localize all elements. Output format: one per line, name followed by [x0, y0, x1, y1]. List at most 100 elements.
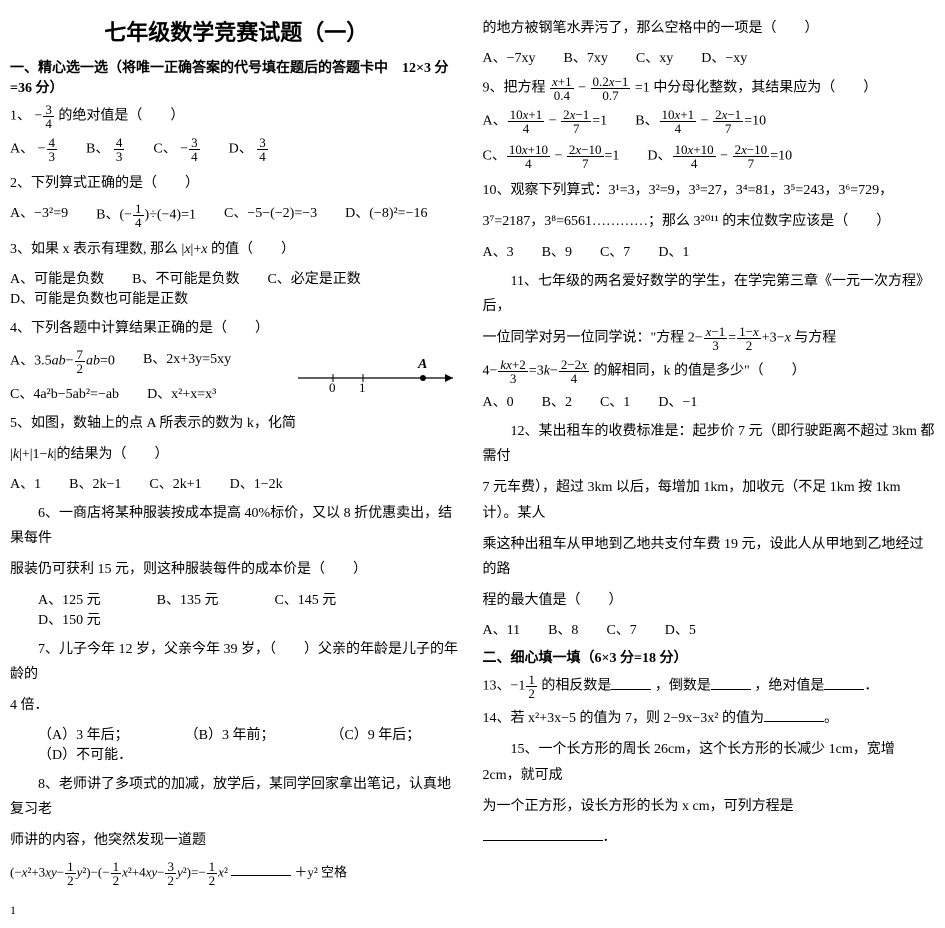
p10-choices: A、3 B、9 C、7 D、1 [483, 241, 936, 261]
p1-c: C、 −34 [153, 136, 200, 163]
p6-choices: A、125 元 B、135 元 C、145 元 D、150 元 [10, 589, 463, 629]
p3-cc: C、必定是正数 [267, 268, 360, 288]
problem-11-l2: 一位同学对另一位同学说："方程 2−x−13=1−x2+3−x 与方程 [483, 325, 936, 352]
section1-header: 一、精心选一选（将唯一正确答案的代号填在题后的答题卡中 12×3 分=36 分） [10, 57, 463, 97]
problem-12-l3: 乘这种出租车从甲地到乙地共支付车费 19 元，设此人从甲地到乙地经过的路 [483, 532, 936, 582]
p6-c: C、145 元 [246, 589, 336, 609]
p6-b: B、135 元 [129, 589, 219, 609]
p4-d: D、x²+x=x³ [147, 383, 216, 403]
p8-c: C、xy [636, 47, 673, 67]
p3-choices: A、可能是负数 B、不可能是负数 C、必定是正数 D、可能是负数也可能是正数 [10, 268, 463, 308]
page-footer: 1 [10, 903, 935, 918]
problem-2: 2、下列算式正确的是（ ） [10, 171, 463, 196]
p11-choices: A、0 B、2 C、1 D、−1 [483, 391, 936, 411]
p10-c: C、7 [600, 241, 630, 261]
p6-a: A、125 元 [10, 589, 101, 609]
p1-d: D、 34 [229, 136, 269, 163]
problem-11-l1: 11、七年级的两名爱好数学的学生，在学完第三章《一元一次方程》后， [483, 269, 936, 319]
p1-b: B、 43 [86, 136, 125, 163]
p8-b: B、7xy [564, 47, 608, 67]
p1-a: A、 −43 [10, 136, 58, 163]
p9-b: B、10x+14 − 2x−17=10 [635, 108, 766, 135]
p8-choices: A、−7xy B、7xy C、xy D、−xy [483, 47, 936, 67]
problem-7-l2: 4 倍． [10, 693, 463, 718]
problem-15-l1: 15、一个长方形的周长 26cm，这个长方形的长减少 1cm，宽增 2cm，就可… [483, 737, 936, 787]
p3-a: 3、如果 x 表示有理数, 那么 [10, 242, 178, 257]
nl-A: A [417, 357, 427, 372]
problem-13: 13、−112 的相反数是 ，倒数是 ，绝对值是． [483, 673, 936, 700]
p2-b: B、(−14)÷(−4)=1 [96, 202, 196, 229]
problem-8-l2: 师讲的内容，他突然发现一道题 [10, 828, 463, 853]
p3-b: 的值（ ） [211, 242, 295, 257]
p11-b: B、2 [542, 391, 572, 411]
p5-a: A、1 [10, 473, 41, 493]
p9-row2: C、10x+104 − 2x−107=1 D、10x+104 − 2x−107=… [483, 143, 936, 170]
p3-cd: D、可能是负数也可能是正数 [10, 288, 188, 308]
problem-12-l4: 程的最大值是（ ） [483, 588, 936, 613]
p5-c: C、2k+1 [149, 473, 201, 493]
p12-d: D、5 [665, 619, 696, 639]
p8-d: D、−xy [701, 47, 747, 67]
problem-6-l2: 服装仍可获利 15 元，则这种服装每件的成本价是（ ） [10, 557, 463, 582]
p8-l3: 的地方被钢笔水弄污了，那么空格中的一项是（ ） [483, 16, 936, 41]
p2-d: D、(−8)²=−16 [345, 202, 427, 229]
p9-a: A、10x+14 − 2x−17=1 [483, 108, 608, 135]
p5-d: D、1−2k [230, 473, 283, 493]
problem-5: 5、如图，数轴上的点 A 所表示的数为 k，化简 [10, 411, 463, 436]
p1-choices: A、 −43 B、 43 C、 −34 D、 34 [10, 136, 463, 163]
p1-pre: 1、 [10, 109, 31, 124]
p1-mid: 的绝对值是（ ） [58, 109, 184, 124]
p9-row1: A、10x+14 − 2x−17=1 B、10x+14 − 2x−17=10 [483, 108, 936, 135]
p12-choices: A、11 B、8 C、7 D、5 [483, 619, 936, 639]
page-title: 七年级数学竞赛试题（一） [10, 15, 463, 47]
p7-c: （C）9 年后； [302, 724, 420, 744]
p12-b: B、8 [548, 619, 578, 639]
problem-8-l1: 8、老师讲了多项式的加减，放学后，某同学回家拿出笔记，认真地复习老 [10, 772, 463, 822]
p9-c: C、10x+104 − 2x−107=1 [483, 143, 620, 170]
p2-choices: A、−3²=9 B、(−14)÷(−4)=1 C、−5−(−2)=−3 D、(−… [10, 202, 463, 229]
p3-cb: B、不可能是负数 [132, 268, 239, 288]
p7-b: （B）3 年前； [157, 724, 275, 744]
problem-15-l2: 为一个正方形，设长方形的长为 x cm，可列方程是 [483, 794, 936, 819]
problem-11-l3: 4−kx+23=3k−2−2x4 的解相同，k 的值是多少"（ ） [483, 358, 936, 385]
p11-c: C、1 [600, 391, 630, 411]
p11-a: A、0 [483, 391, 514, 411]
problem-3: 3、如果 x 表示有理数, 那么 |x|+x 的值（ ） [10, 237, 463, 262]
p8-a: A、−7xy [483, 47, 536, 67]
number-line-figure: 0 1 A [293, 348, 463, 393]
p9-d: D、10x+104 − 2x−107=10 [647, 143, 792, 170]
p4-a: A、3.5ab−72ab=0 [10, 348, 115, 375]
problem-12-l1: 12、某出租车的收费标准是：起步价 7 元（即行驶距离不超过 3km 都需付 [483, 419, 936, 469]
p10-d: D、1 [658, 241, 689, 261]
p4-c: C、4a²b−5ab²=−ab [10, 383, 119, 403]
problem-12-l2: 7 元车费），超过 3km 以后，每增加 1km，加收元（不足 1km 按 1k… [483, 475, 936, 525]
nl-0: 0 [329, 380, 336, 393]
p12-c: C、7 [606, 619, 636, 639]
section2-header: 二、细心填一填（6×3 分=18 分） [483, 647, 936, 667]
p7-choices: （A）3 年后； （B）3 年前； （C）9 年后； （D）不可能． [10, 724, 463, 764]
problem-14: 14、若 x²+3x−5 的值为 7，则 2−9x−3x² 的值为。 [483, 706, 936, 731]
p7-d: （D）不可能． [10, 744, 132, 764]
p5-b: B、2k−1 [69, 473, 121, 493]
p2-a: A、−3²=9 [10, 202, 68, 229]
problem-8-expr: (−x²+3xy−12y²)−(−12x²+4xy−32y²)=−12x² ＋y… [10, 860, 463, 887]
p12-a: A、11 [483, 619, 521, 639]
problem-4: 4、下列各题中计算结果正确的是（ ） [10, 316, 463, 341]
problem-10-l2: 3⁷=2187，3⁸=6561…………；那么 3²⁰¹¹ 的末位数字应该是（ ） [483, 209, 936, 234]
p11-d: D、−1 [658, 391, 697, 411]
p3-ca: A、可能是负数 [10, 268, 104, 288]
problem-1: 1、 −34 的绝对值是（ ） [10, 103, 463, 130]
p10-a: A、3 [483, 241, 514, 261]
problem-6-l1: 6、一商店将某种服装按成本提高 40%标价，又以 8 折优惠卖出，结果每件 [10, 501, 463, 551]
problem-10-l1: 10、观察下列算式：3¹=3，3²=9，3³=27，3⁴=81，3⁵=243，3… [483, 178, 936, 203]
nl-1: 1 [359, 380, 366, 393]
problem-15-blank: ． [483, 825, 936, 850]
p7-a: （A）3 年后； [10, 724, 129, 744]
p6-d: D、150 元 [10, 609, 101, 629]
p10-b: B、9 [542, 241, 572, 261]
problem-9: 9、把方程 x+10.4 − 0.2x−10.7 =1 中分母化整数，其结果应为… [483, 75, 936, 102]
problem-7-l1: 7、儿子今年 12 岁，父亲今年 39 岁，（ ）父亲的年龄是儿子的年龄的 [10, 637, 463, 687]
p2-c: C、−5−(−2)=−3 [224, 202, 317, 229]
p5-expr: |k|+|1−k|的结果为（ ） [10, 442, 463, 467]
p4-b: B、2x+3y=5xy [143, 348, 231, 375]
